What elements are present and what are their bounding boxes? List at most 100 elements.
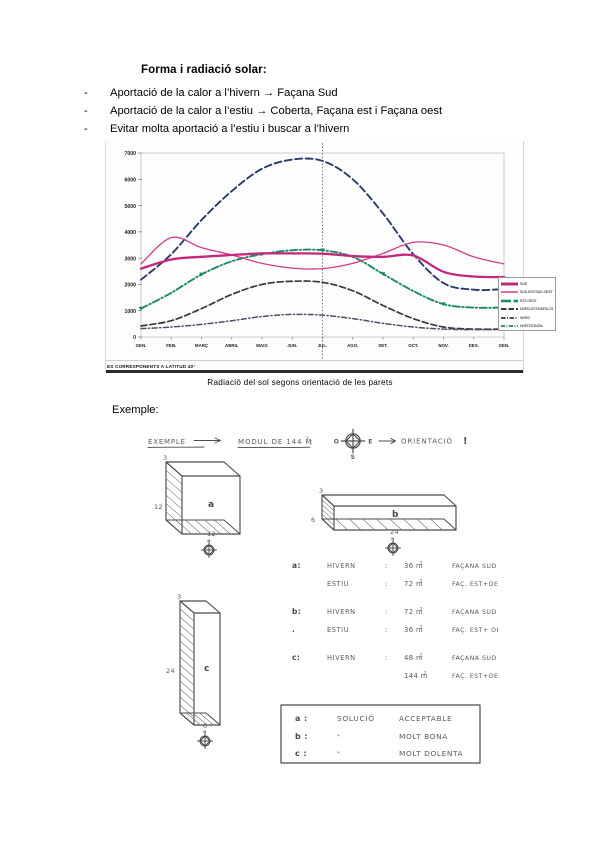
table-row-facade: FAÇ. EST+ OEST xyxy=(452,627,498,634)
conclusion-ditto: " xyxy=(337,734,340,741)
legend-label: NORD xyxy=(520,315,530,320)
table-row-area: 48 m xyxy=(404,654,423,662)
box-c-label: c xyxy=(204,664,210,674)
svg-text:1000: 1000 xyxy=(124,309,136,315)
svg-text:OCT.: OCT. xyxy=(408,343,418,348)
table-row-season: HIVERN xyxy=(327,562,356,570)
bullet-marker: - xyxy=(84,123,88,136)
conclusion-id: b : xyxy=(295,732,308,741)
table-row-facade: FAÇANA SUD xyxy=(452,609,497,616)
table-row-season: ESTIU xyxy=(327,580,349,588)
module-exponent: 2 xyxy=(306,436,309,442)
svg-text:SET.: SET. xyxy=(378,343,387,348)
box-b-width: 24 xyxy=(390,528,399,536)
svg-text:GEN.: GEN. xyxy=(136,343,147,348)
chart-series-horitzontal xyxy=(140,157,505,291)
module-label: MODUL DE 144 M xyxy=(238,438,312,446)
chart-bottom-bar xyxy=(106,370,523,373)
legend-label: SUD-EST/SUD-OEST xyxy=(520,290,553,295)
table-row-id: . xyxy=(292,625,295,634)
chart-footnote: ES CORRESPONENTS A LATITUD 40° xyxy=(107,364,196,369)
box-c-width: 6 xyxy=(203,722,208,730)
legend-label: EST-OEST xyxy=(520,298,537,304)
svg-text:N: N xyxy=(391,537,394,541)
bullet-text: Evitar molta aportació a l’estiu i busca… xyxy=(110,123,350,136)
svg-text:AGO.: AGO. xyxy=(347,343,358,348)
svg-text:JUL.: JUL. xyxy=(318,343,328,348)
table-row-area: 36 m xyxy=(404,562,423,570)
table-row-colon: : xyxy=(385,608,388,616)
page-title: Forma i radiació solar: xyxy=(141,64,267,76)
module-suffix: ; xyxy=(310,438,313,446)
chart-legend: SUD SUD-EST/SUD-OEST EST-OEST NORD-EST/N… xyxy=(498,277,556,331)
bullet-text: Aportació de la calor a l’hivern → Façan… xyxy=(110,87,338,99)
svg-text:NOV.: NOV. xyxy=(438,343,448,348)
box-b-height: 6 xyxy=(311,516,316,524)
box-c-height: 24 xyxy=(166,667,175,675)
svg-text:FEB.: FEB. xyxy=(166,343,176,348)
legend-swatch-horitzontal xyxy=(501,325,518,327)
legend-swatch-nordest-nordoest xyxy=(501,308,518,311)
svg-text:MARÇ: MARÇ xyxy=(195,343,209,348)
svg-text:4000: 4000 xyxy=(124,230,136,236)
legend-entry: EST-OEST xyxy=(501,297,553,305)
conclusion-ditto: " xyxy=(337,751,340,758)
svg-text:ABRIL: ABRIL xyxy=(225,343,239,348)
exemple-heading: Exemple: xyxy=(112,404,159,416)
conclusion-ditto: SOLUCIÓ xyxy=(337,714,375,723)
conclusion-verdict: MOLT BONA xyxy=(399,732,448,741)
box-b-depth: 3 xyxy=(319,487,324,495)
sketch-title: EXEMPLE xyxy=(148,438,186,446)
list-item: - Evitar molta aportació a l’estiu i bus… xyxy=(84,120,554,138)
legend-entry: HORITZONTAL xyxy=(501,322,553,330)
table-row-season: ESTIU xyxy=(327,626,349,634)
box-c-depth: 3 xyxy=(177,593,182,601)
table-row-exponent: 2 xyxy=(420,579,423,585)
orientation-label: ORIENTACIÓ xyxy=(401,437,453,446)
table-row-exponent: 2 xyxy=(424,671,427,677)
table-row-exponent: 2 xyxy=(420,561,423,567)
orientation-exclaim: ! xyxy=(463,436,468,447)
chart-series-sud-est-sud-oest xyxy=(140,236,505,270)
svg-text:7000: 7000 xyxy=(124,151,136,157)
conclusion-verdict: ACCEPTABLE xyxy=(399,714,452,723)
chart-series-nord-est-nord-oest xyxy=(140,280,505,331)
svg-text:DES.: DES. xyxy=(469,343,479,348)
table-row-exponent: 2 xyxy=(420,653,423,659)
legend-swatch-nord xyxy=(501,316,518,319)
table-row-facade: FAÇANA SUD xyxy=(452,563,497,570)
svg-text:N: N xyxy=(207,539,210,543)
box-b-label: b xyxy=(392,510,399,520)
legend-label: SUD xyxy=(520,281,528,287)
box-a-label: a xyxy=(208,500,214,510)
table-row-area: 72 m xyxy=(404,580,423,588)
chart-plot-area: 0 1000 2000 3000 4000 5000 6000 7000 GEN. FEB. MAR… xyxy=(124,143,509,359)
table-row-id: a: xyxy=(292,561,301,570)
bullet-marker: - xyxy=(84,105,88,118)
legend-entry: NORD xyxy=(501,314,553,322)
chart-divider xyxy=(106,360,523,361)
svg-text:5000: 5000 xyxy=(124,204,136,210)
svg-text:6000: 6000 xyxy=(124,177,136,183)
svg-text:0: 0 xyxy=(133,335,136,341)
table-row-facade: FAÇ. EST+OEST xyxy=(452,581,498,588)
compass-south: S xyxy=(351,454,356,461)
table-row-facade: FAÇANA SUD xyxy=(452,655,497,662)
table-row-exponent: 2 xyxy=(420,607,423,613)
table-row-id: b: xyxy=(292,607,301,616)
conclusion-id: a : xyxy=(295,714,308,723)
bullet-text: Aportació de la calor a l’estiu → Cobert… xyxy=(110,105,443,118)
svg-text:MAIG: MAIG xyxy=(256,343,268,348)
legend-label: NORD-EST/NORD-OEST xyxy=(520,306,553,312)
table-row-id: c: xyxy=(292,653,300,662)
legend-entry: NORD-EST/NORD-OEST xyxy=(501,305,553,313)
conclusion-verdict: MOLT DOLENTA xyxy=(399,749,463,758)
table-row-season: HIVERN xyxy=(327,608,356,616)
svg-text:3000: 3000 xyxy=(124,256,136,262)
legend-swatch-sudest-sudoest xyxy=(501,291,518,294)
compass-east: E xyxy=(368,438,373,445)
legend-swatch-est-oest xyxy=(501,299,518,303)
